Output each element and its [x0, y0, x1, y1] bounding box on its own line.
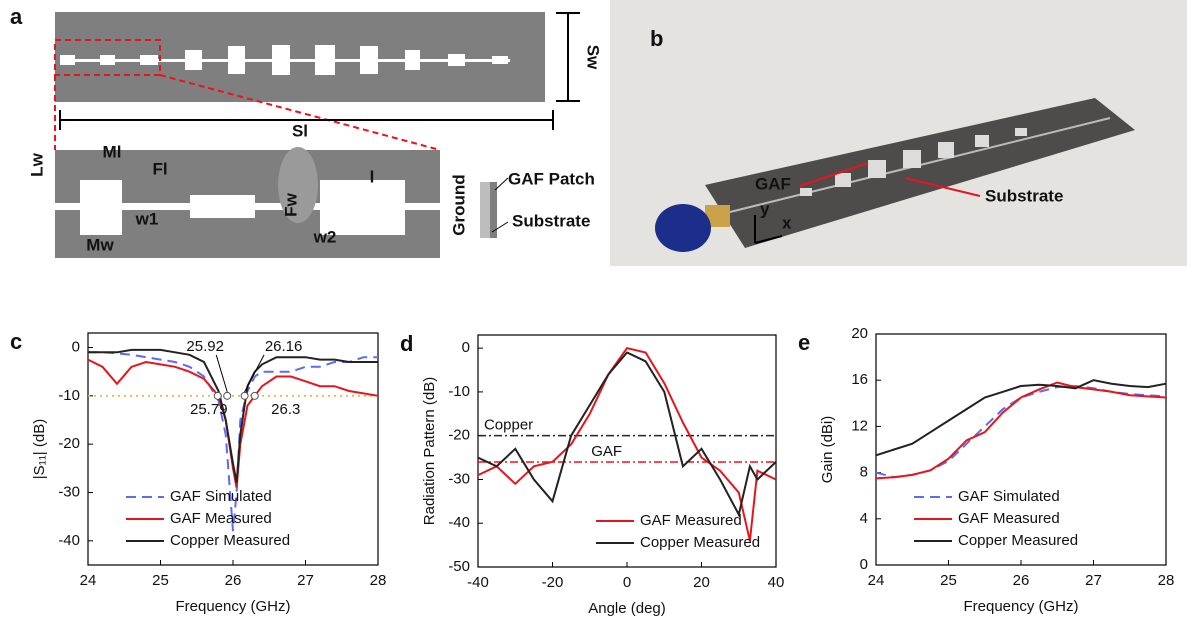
y-tick-label: -40 [58, 532, 80, 549]
x-tick-label: 0 [623, 574, 631, 591]
x-axis-title: Frequency (GHz) [963, 598, 1078, 615]
dim-label: Fl [152, 159, 167, 178]
x-tick-label: 28 [1158, 572, 1175, 589]
dim-label: Sl [292, 121, 308, 140]
y-tick-label: -10 [58, 387, 80, 404]
panel-letter: b [650, 26, 663, 51]
y-axis-title: Gain (dBi) [819, 416, 836, 484]
reference-label: Copper [484, 417, 533, 434]
y-tick-label: 20 [851, 325, 868, 342]
panel-a: a Sw Sl Lw Ml Fl w1 Fw l [10, 4, 603, 258]
series-line [876, 386, 1166, 477]
x-axis-title: Angle (deg) [588, 600, 666, 617]
panel-letter: d [400, 331, 413, 356]
y-tick-label: 0 [72, 338, 80, 355]
marker-point [224, 392, 231, 399]
reference-label: GAF [591, 443, 622, 460]
y-tick-label: -50 [448, 558, 470, 575]
series-line [876, 380, 1166, 455]
y-tick-label: -20 [58, 435, 80, 452]
marker-label: 25.92 [186, 338, 224, 355]
antenna-strip [55, 12, 545, 102]
y-tick-label: -30 [58, 483, 80, 500]
y-tick-label: 12 [851, 417, 868, 434]
x-tick-label: 26 [225, 572, 242, 589]
legend-label: GAF Simulated [958, 488, 1060, 505]
marker-label: 26.16 [265, 338, 303, 355]
x-tick-label: -20 [542, 574, 564, 591]
substrate [480, 182, 490, 238]
part-label: Substrate [512, 211, 590, 230]
x-tick-label: 24 [868, 572, 885, 589]
panel-b: b GAF Substrate y x [610, 0, 1187, 266]
y-axis-title: |S₁₁| (dB) [31, 419, 48, 479]
y-tick-label: 4 [860, 510, 868, 527]
panel-letter: c [10, 329, 22, 354]
x-tick-label: 40 [768, 574, 785, 591]
dim-label: Sw [584, 45, 603, 70]
dim-label: Ml [103, 142, 122, 161]
dim-label: Mw [86, 235, 114, 254]
y-tick-label: -30 [448, 470, 470, 487]
legend-label: Copper Measured [170, 532, 290, 549]
plot-frame [478, 335, 776, 567]
x-tick-label: 24 [80, 572, 97, 589]
y-tick-label: 0 [860, 556, 868, 573]
x-axis-title: Frequency (GHz) [175, 598, 290, 615]
photo-label: GAF [755, 174, 791, 193]
series-line [876, 383, 1166, 479]
series-line [88, 350, 378, 483]
marker-arrow [216, 355, 227, 392]
x-tick-label: -40 [467, 574, 489, 591]
x-tick-label: 25 [152, 572, 169, 589]
marker-point [251, 392, 258, 399]
dim-label: Ground [449, 174, 468, 235]
plot-frame [876, 334, 1166, 565]
x-tick-label: 20 [693, 574, 710, 591]
photo-cap [655, 204, 711, 252]
marker-label: 25.79 [190, 401, 228, 418]
y-tick-label: 0 [462, 339, 470, 356]
legend-label: GAF Measured [640, 512, 742, 529]
legend-label: GAF Simulated [170, 488, 272, 505]
x-tick-label: 28 [370, 572, 387, 589]
y-axis-title: Radiation Pattern (dB) [421, 377, 438, 525]
x-tick-label: 27 [1085, 572, 1102, 589]
legend-label: Copper Measured [640, 534, 760, 551]
y-tick-label: 8 [860, 464, 868, 481]
legend-label: Copper Measured [958, 532, 1078, 549]
panel-letter: e [798, 330, 810, 355]
legend-label: GAF Measured [958, 510, 1060, 527]
y-tick-label: -20 [448, 427, 470, 444]
photo-label: Substrate [985, 186, 1063, 205]
y-tick-label: -40 [448, 514, 470, 531]
axis-label: y [760, 199, 770, 218]
y-tick-label: 16 [851, 371, 868, 388]
dim-label: w1 [135, 209, 159, 228]
marker-point [241, 392, 248, 399]
part-label: GAF Patch [508, 169, 595, 188]
dim-label: Fw [281, 192, 300, 216]
x-tick-label: 26 [1013, 572, 1030, 589]
legend-label: GAF Measured [170, 510, 272, 527]
panel-letter: a [10, 4, 23, 29]
figure: a Sw Sl Lw Ml Fl w1 Fw l [0, 0, 1187, 620]
axis-label: x [782, 213, 792, 232]
dim-label: Lw [27, 152, 46, 176]
y-tick-label: -10 [448, 383, 470, 400]
dim-label: l [370, 167, 375, 186]
dim-label: w2 [313, 227, 337, 246]
marker-point [214, 392, 221, 399]
x-tick-label: 27 [297, 572, 314, 589]
marker-label: 26.3 [271, 401, 300, 418]
x-tick-label: 25 [940, 572, 957, 589]
